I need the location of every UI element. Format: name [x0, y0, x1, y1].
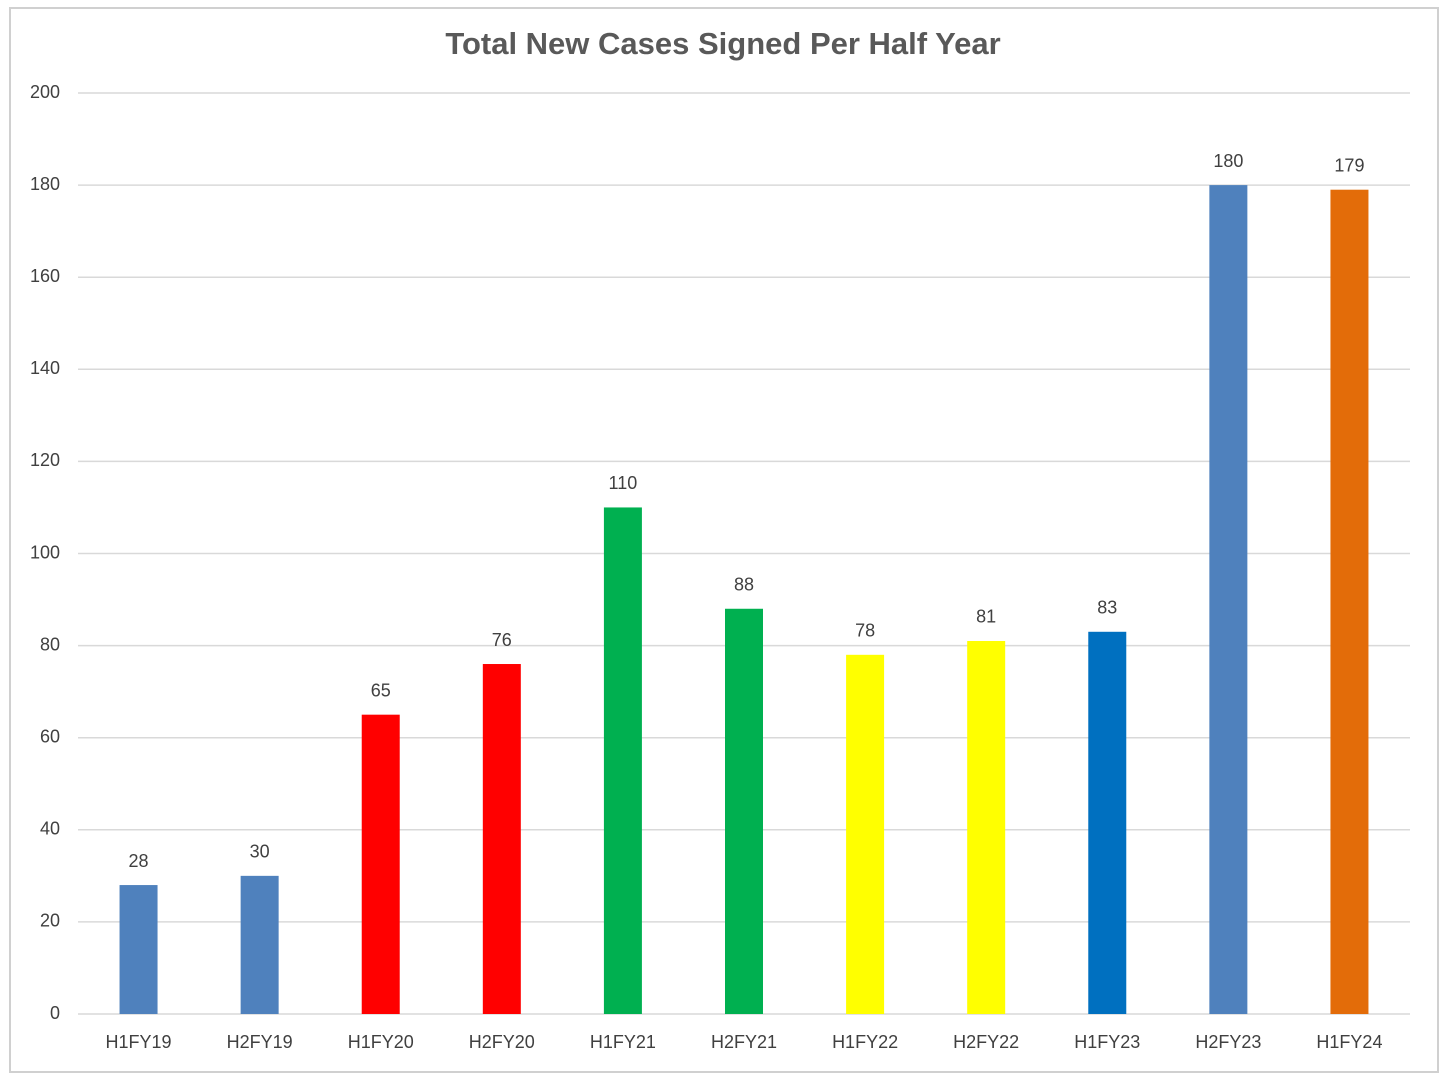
x-tick-label: H1FY20 [348, 1032, 414, 1052]
y-tick-label: 140 [30, 358, 60, 378]
y-tick-label: 180 [30, 174, 60, 194]
data-label: 65 [371, 680, 391, 700]
y-tick-label: 100 [30, 542, 60, 562]
data-label: 78 [855, 621, 875, 641]
bar [1088, 631, 1127, 1014]
y-tick-label: 40 [40, 819, 60, 839]
bar [967, 640, 1006, 1014]
x-tick-label: H1FY21 [590, 1032, 656, 1052]
y-tick-label: 120 [30, 450, 60, 470]
x-tick-label: H2FY20 [469, 1032, 535, 1052]
bar [725, 608, 763, 1014]
data-label: 30 [250, 842, 270, 862]
data-label: 81 [976, 607, 996, 627]
y-tick-label: 200 [30, 82, 60, 102]
y-tick-label: 0 [50, 1003, 60, 1023]
data-label: 76 [492, 630, 512, 650]
bar [603, 507, 642, 1014]
x-tick-label: H2FY22 [953, 1032, 1019, 1052]
bar [119, 885, 158, 1014]
x-tick-label: H1FY22 [832, 1032, 898, 1052]
bar [1209, 185, 1248, 1015]
x-tick-label: H2FY23 [1195, 1032, 1261, 1052]
y-tick-label: 60 [40, 726, 60, 746]
x-tick-label: H2FY19 [227, 1032, 293, 1052]
bar [1330, 189, 1369, 1014]
y-tick-label: 20 [40, 911, 60, 931]
data-label: 179 [1334, 155, 1364, 175]
data-label: 110 [609, 473, 638, 493]
chart-title: Total New Cases Signed Per Half Year [445, 26, 1000, 61]
y-tick-label: 160 [30, 266, 60, 286]
x-tick-label: H1FY23 [1074, 1032, 1140, 1052]
bar [240, 875, 279, 1014]
x-tick-label: H1FY19 [106, 1032, 172, 1052]
data-label: 83 [1097, 598, 1117, 618]
y-tick-label: 80 [40, 634, 60, 654]
bar [482, 664, 521, 1014]
data-label: 88 [734, 575, 754, 595]
data-label: 28 [129, 851, 149, 871]
bar [361, 714, 400, 1014]
bar [846, 654, 885, 1014]
x-tick-label: H2FY21 [711, 1032, 777, 1052]
data-label: 180 [1213, 151, 1243, 171]
x-tick-label: H1FY24 [1316, 1032, 1382, 1052]
